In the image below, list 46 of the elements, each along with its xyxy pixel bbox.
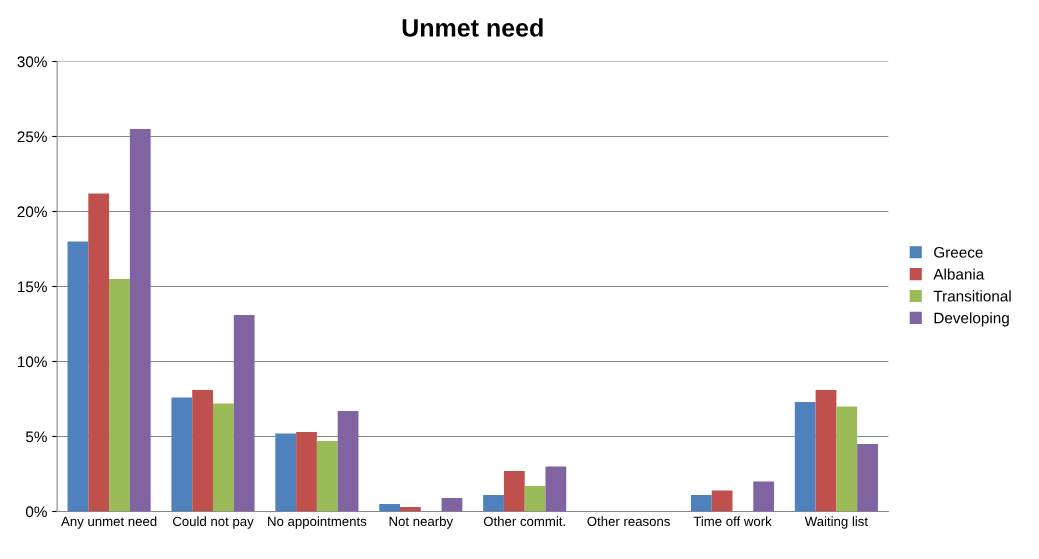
bar [67,241,89,512]
bar [233,314,255,512]
x-tick-label: No appointments [268,516,367,529]
chart-title: Unmet need [402,18,543,37]
bar [88,193,110,512]
bar [524,485,546,512]
x-tick-label: Time off work [693,516,772,527]
y-tick-label: 30% [17,56,47,68]
x-tick-label: Any unmet need [61,516,157,529]
legend-label: Albania [933,268,985,280]
bar [316,440,338,512]
x-tick-label: Other commit. [483,516,565,527]
x-tick-label: Not nearby [389,516,454,529]
x-tick-label: Could not pay [172,516,254,529]
bar [337,410,359,512]
bar [275,433,297,512]
bar [836,406,858,512]
y-tick-label: 5% [25,431,47,443]
bar [400,506,421,512]
bar [545,466,567,512]
bar [753,481,775,512]
y-tick-label: 20% [17,206,47,218]
legend-label: Transitional [933,290,1011,302]
y-tick-label: 10% [18,356,47,368]
bar [171,397,193,512]
legend-label: Greece [934,246,983,258]
bar [379,503,401,512]
bar [794,401,816,512]
bar [815,389,837,512]
bar [212,403,234,512]
bar [296,431,317,512]
y-tick-label: 0% [25,506,47,518]
y-tick-label: 25% [17,131,47,143]
bar [192,389,213,512]
y-tick-label: 15% [18,281,47,293]
bar [483,494,504,512]
bar [690,494,712,512]
bar [711,490,733,512]
bar [441,497,463,512]
legend-label: Developing [934,312,1009,327]
bar [857,443,878,512]
bar [503,470,525,512]
bar [109,278,130,512]
bar [129,128,151,512]
x-tick-label: Other reasons [587,516,670,527]
x-tick-label: Waiting list [804,516,868,529]
